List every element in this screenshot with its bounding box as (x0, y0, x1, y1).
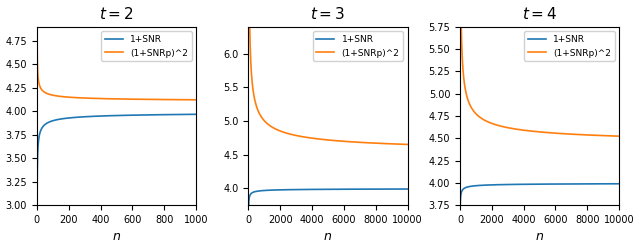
1+SNR (192, 113, 200, 116)
1+SNR (340, 188, 348, 191)
1+SNR (33, 204, 41, 207)
Legend: 1+SNR, (1+SNRp)^2: 1+SNR, (1+SNRp)^2 (313, 31, 403, 61)
Title: $t = 4$: $t = 4$ (522, 5, 557, 22)
1+SNR (485, 184, 493, 187)
X-axis label: $n$: $n$ (323, 230, 333, 244)
1+SNR (305, 188, 313, 191)
1+SNR (587, 182, 595, 185)
(1+SNRp)^2 (587, 134, 595, 137)
1+SNR (152, 113, 159, 116)
1+SNR (517, 183, 525, 186)
(1+SNRp)^2 (129, 98, 136, 101)
1+SNR (348, 188, 356, 191)
(1+SNRp)^2 (552, 132, 559, 135)
(1+SNRp)^2 (348, 140, 356, 143)
1+SNR (136, 114, 144, 117)
1+SNR (404, 187, 412, 190)
Line: (1+SNRp)^2: (1+SNRp)^2 (37, 33, 196, 100)
(1+SNRp)^2 (94, 97, 102, 100)
Line: (1+SNRp)^2: (1+SNRp)^2 (460, 0, 619, 136)
Legend: 1+SNR, (1+SNRp)^2: 1+SNR, (1+SNRp)^2 (524, 31, 614, 61)
(1+SNRp)^2 (136, 98, 144, 101)
1+SNR (129, 114, 136, 117)
(1+SNRp)^2 (559, 132, 567, 135)
(1+SNRp)^2 (273, 128, 281, 131)
(1+SNRp)^2 (62, 95, 70, 98)
(1+SNRp)^2 (575, 133, 582, 136)
(1+SNRp)^2 (615, 135, 623, 138)
1+SNR (94, 115, 102, 118)
(1+SNRp)^2 (340, 140, 348, 143)
(1+SNRp)^2 (192, 98, 200, 101)
(1+SNRp)^2 (364, 141, 371, 144)
1+SNR (273, 188, 281, 191)
1+SNR (559, 183, 567, 186)
(1+SNRp)^2 (485, 121, 493, 124)
(1+SNRp)^2 (305, 136, 313, 139)
(1+SNRp)^2 (164, 98, 172, 101)
Title: $t = 2$: $t = 2$ (99, 5, 134, 22)
1+SNR (552, 183, 559, 186)
(1+SNRp)^2 (517, 128, 525, 131)
Line: (1+SNRp)^2: (1+SNRp)^2 (248, 0, 408, 144)
(1+SNRp)^2 (33, 31, 41, 34)
(1+SNRp)^2 (404, 143, 412, 146)
1+SNR (164, 113, 172, 116)
(1+SNRp)^2 (152, 98, 159, 101)
1+SNR (615, 182, 623, 185)
Legend: 1+SNR, (1+SNRp)^2: 1+SNR, (1+SNRp)^2 (101, 31, 191, 61)
(1+SNRp)^2 (376, 142, 383, 145)
1+SNR (376, 187, 383, 190)
X-axis label: $n$: $n$ (112, 230, 121, 244)
Line: 1+SNR: 1+SNR (460, 184, 619, 249)
1+SNR (575, 183, 582, 186)
Line: 1+SNR: 1+SNR (248, 189, 408, 249)
X-axis label: $n$: $n$ (535, 230, 544, 244)
Title: $t = 3$: $t = 3$ (310, 5, 346, 22)
1+SNR (364, 188, 371, 191)
Line: 1+SNR: 1+SNR (37, 114, 196, 205)
1+SNR (62, 117, 70, 120)
